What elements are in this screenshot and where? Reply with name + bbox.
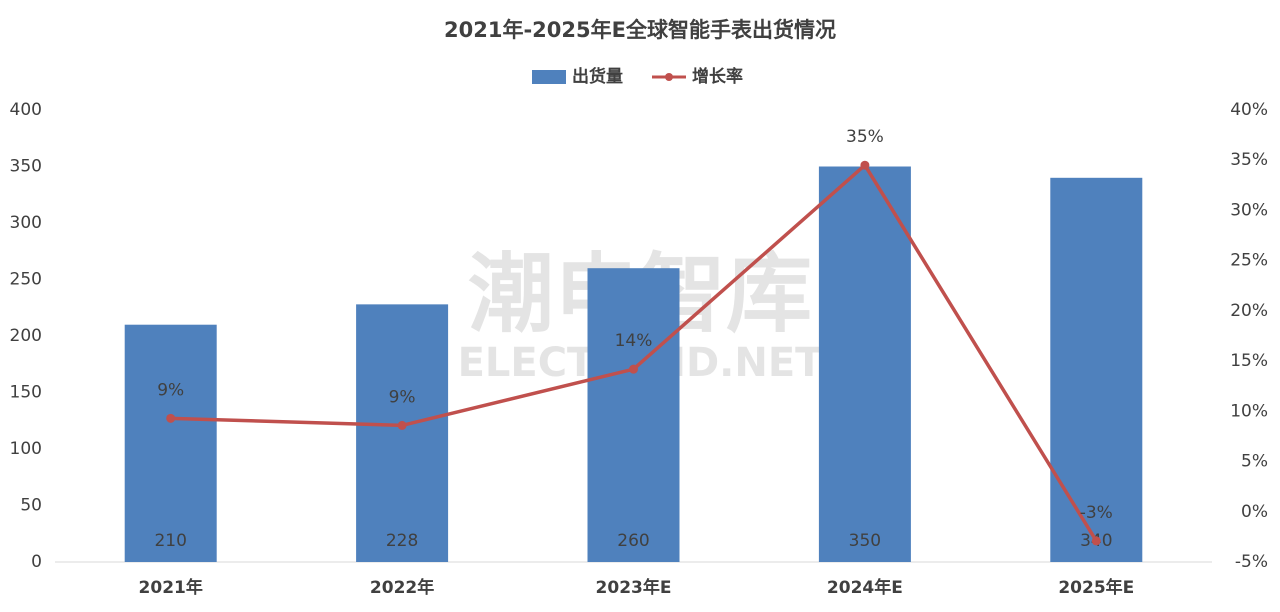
- x-tick-label: 2025年E: [1058, 577, 1134, 598]
- bar: [124, 324, 217, 562]
- y2-tick-label: 0%: [1241, 502, 1268, 522]
- y2-tick-label: 40%: [1230, 100, 1268, 120]
- y2-tick-label: 5%: [1241, 452, 1268, 472]
- y-tick-label: 300: [10, 213, 42, 233]
- legend-swatch: [532, 70, 566, 84]
- y2-tick-label: 30%: [1230, 200, 1268, 220]
- y-tick-label: 50: [20, 496, 42, 516]
- x-tick-label: 2022年: [370, 577, 434, 598]
- y2-tick-label: 35%: [1230, 150, 1268, 170]
- y2-tick-label: 15%: [1230, 351, 1268, 371]
- line-marker: [397, 420, 407, 430]
- line-marker: [1091, 536, 1101, 546]
- x-tick-label: 2024年E: [827, 577, 903, 598]
- x-tick-label: 2023年E: [596, 577, 672, 598]
- y-tick-label: 200: [10, 326, 42, 346]
- y2-tick-label: 20%: [1230, 301, 1268, 321]
- line-marker: [629, 364, 638, 374]
- y2-tick-label: 10%: [1230, 401, 1268, 421]
- chart-title: 2021年-2025年E全球智能手表出货情况: [444, 18, 836, 42]
- y-tick-label: 150: [10, 383, 42, 403]
- bar: [356, 304, 449, 562]
- y-tick-label: 100: [10, 439, 42, 459]
- legend-label: 增长率: [692, 66, 743, 87]
- y-tick-label: 250: [10, 270, 42, 290]
- legend-swatch: [665, 73, 673, 81]
- line-value-label: 9%: [389, 387, 416, 407]
- line-value-label: 14%: [615, 331, 653, 351]
- x-tick-label: 2021年: [139, 577, 203, 598]
- y-tick-label: 400: [10, 100, 42, 120]
- bar-value-label: 350: [849, 531, 881, 551]
- line-value-label: 35%: [846, 127, 884, 147]
- line-value-label: -3%: [1080, 503, 1113, 523]
- bar: [587, 268, 680, 562]
- bar-value-label: 228: [386, 531, 418, 551]
- bar-value-label: 260: [617, 531, 649, 551]
- y2-tick-label: 25%: [1230, 251, 1268, 271]
- bar: [1050, 177, 1143, 563]
- bar: [818, 166, 911, 562]
- y-tick-label: 0: [31, 552, 42, 572]
- y2-tick-label: -5%: [1235, 552, 1268, 572]
- bar-value-label: 210: [154, 531, 186, 551]
- line-marker: [860, 160, 870, 170]
- line-marker: [166, 413, 176, 423]
- y-tick-label: 350: [10, 157, 42, 177]
- line-value-label: 9%: [157, 380, 184, 400]
- legend-label: 出货量: [572, 66, 623, 87]
